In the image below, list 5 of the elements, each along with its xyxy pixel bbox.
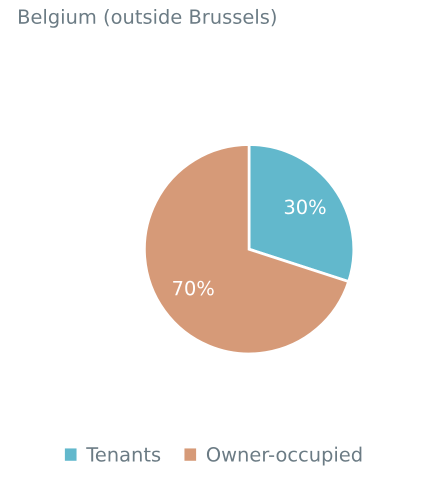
- legend-label: Owner-occupied: [206, 446, 362, 466]
- chart-title: Belgium (outside Brussels): [19, 8, 276, 28]
- legend-label: Tenants: [86, 447, 160, 462]
- data-label: 30%: [284, 200, 326, 214]
- data-label: 70%: [173, 280, 214, 296]
